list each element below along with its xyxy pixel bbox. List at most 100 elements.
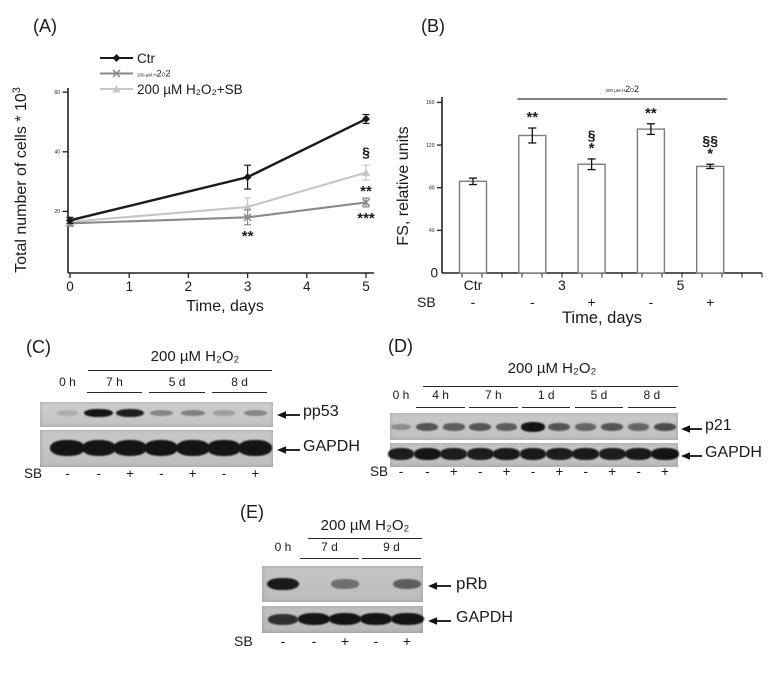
time-label: 7 d [321,540,338,554]
y-zero-label: 0 [430,266,438,281]
band-GAPDH-lane3 [328,613,362,625]
time-label: 5 d [590,388,608,402]
time-underline [362,558,421,560]
sb-value: + [449,463,458,479]
band-GAPDH-lane5 [390,612,424,626]
band-pp53-lane3 [115,408,145,418]
band-pRb-lane1 [266,577,300,591]
time-underline [469,407,518,409]
legend-label: Ctr [137,51,156,66]
band-GAPDH-lane4 [144,439,179,457]
bar-5 (SB -) [636,128,666,274]
significance-marker: § [362,144,370,160]
arrow-left-icon [428,579,451,590]
band-GAPDH-lane7 [546,448,573,460]
sb-value: - [96,465,102,481]
band-GAPDH-lane1 [267,613,299,625]
sb-value: - [649,294,654,310]
sb-value: - [425,463,430,479]
time-underline [627,407,676,409]
marker-x [361,198,371,207]
significance-marker: § [588,127,596,143]
sb-value: - [583,463,589,479]
band-pRb-lane3 [331,579,359,589]
sb-value: - [530,294,535,310]
y-tick-label: 160 [426,100,435,106]
band-GAPDH-lane8 [572,448,600,460]
significance-marker: ** [360,183,372,200]
marker-triangle [112,85,121,93]
treatment-label: 200 µM H₂O₂ [320,517,410,534]
band-p21-lane10 [627,423,650,431]
blot-target-label-pRb: pRb [456,573,488,593]
bar-3 (SB -) [518,134,547,274]
panel-e-label: (E) [240,502,264,522]
band-GAPDH-lane3 [440,448,468,460]
band-GAPDH-lane2 [81,439,116,457]
treatment-line [88,370,272,372]
sb-value: + [126,465,135,481]
arrow-left-icon [277,408,300,419]
arrow-left-icon [681,422,702,433]
band-p21-lane9 [601,422,624,432]
panel-b-bar-chart: (B) FS, relative units 0 40 80 120 160 200 µM H… [395,16,763,327]
time-underline [522,407,571,409]
band-p21-lane3 [442,423,465,431]
panel-d-label: (D) [388,336,413,356]
y-tick-label: 40 [429,228,435,234]
band-GAPDH-lane9 [598,448,626,460]
blot-target-label-pp53: pp53 [303,403,339,421]
time-underline [300,558,359,560]
band-GAPDH-lane1 [50,439,85,457]
arrow-left-icon [681,449,702,460]
time-underline [86,392,143,394]
sb-value: + [402,633,412,649]
blot-target-label-p21: p21 [705,417,732,435]
time-label: 1 d [537,388,555,402]
blot-strip-pp53 [40,402,273,427]
band-p21-lane7 [548,422,571,432]
y-tick-label: 80 [429,186,435,192]
panel-a-label: (A) [33,16,57,36]
time-underline [574,407,624,409]
sb-value: + [188,465,197,481]
x-category-label: 3 [558,277,566,293]
band-GAPDH-lane4 [359,613,393,625]
sb-value: + [661,463,669,479]
band-GAPDH-lane1 [387,448,415,460]
panel-c-label: (C) [26,337,51,357]
time-label: 5 d [168,375,186,389]
panel-a-line-chart: (A) Ctr 200 µM H2O2 200 µM H₂O₂+SB 20 40 60 0 1 2… [11,16,375,315]
sb-row-label: SB [417,294,436,310]
y-tick-label: 40 [54,150,60,156]
band-p21-lane6 [520,422,546,432]
arrow-left-icon [681,452,702,460]
band-pp53-lane5 [180,409,205,417]
blot-target-label-GAPDH: GAPDH [303,438,360,456]
band-pp53-lane7 [243,409,268,417]
time-label: 9 d [383,540,400,554]
sb-value: - [636,463,641,479]
band-p21-lane2 [416,422,439,432]
arrow-left-icon [277,411,300,419]
bar-Ctr [458,180,488,274]
band-GAPDH-lane7 [238,439,273,457]
band-GAPDH-lane3 [113,439,148,457]
significance-marker: * [707,145,713,162]
blot-target-label-GAPDH: GAPDH [705,444,762,462]
arrow-left-icon [428,617,451,625]
marker-triangle [361,168,371,177]
band-pp53-lane2 [84,408,114,418]
time-underline [149,392,205,394]
sb-value: + [706,294,714,310]
marker-triangle [243,202,252,211]
sb-value: + [555,463,564,479]
time-label: 0 h [59,375,76,389]
time-underline [416,407,465,409]
treatment-line [308,538,422,540]
time-label: 8 d [643,388,661,402]
sb-value: + [588,294,596,310]
band-pp53-lane1 [56,410,79,416]
sb-value: - [280,633,286,649]
